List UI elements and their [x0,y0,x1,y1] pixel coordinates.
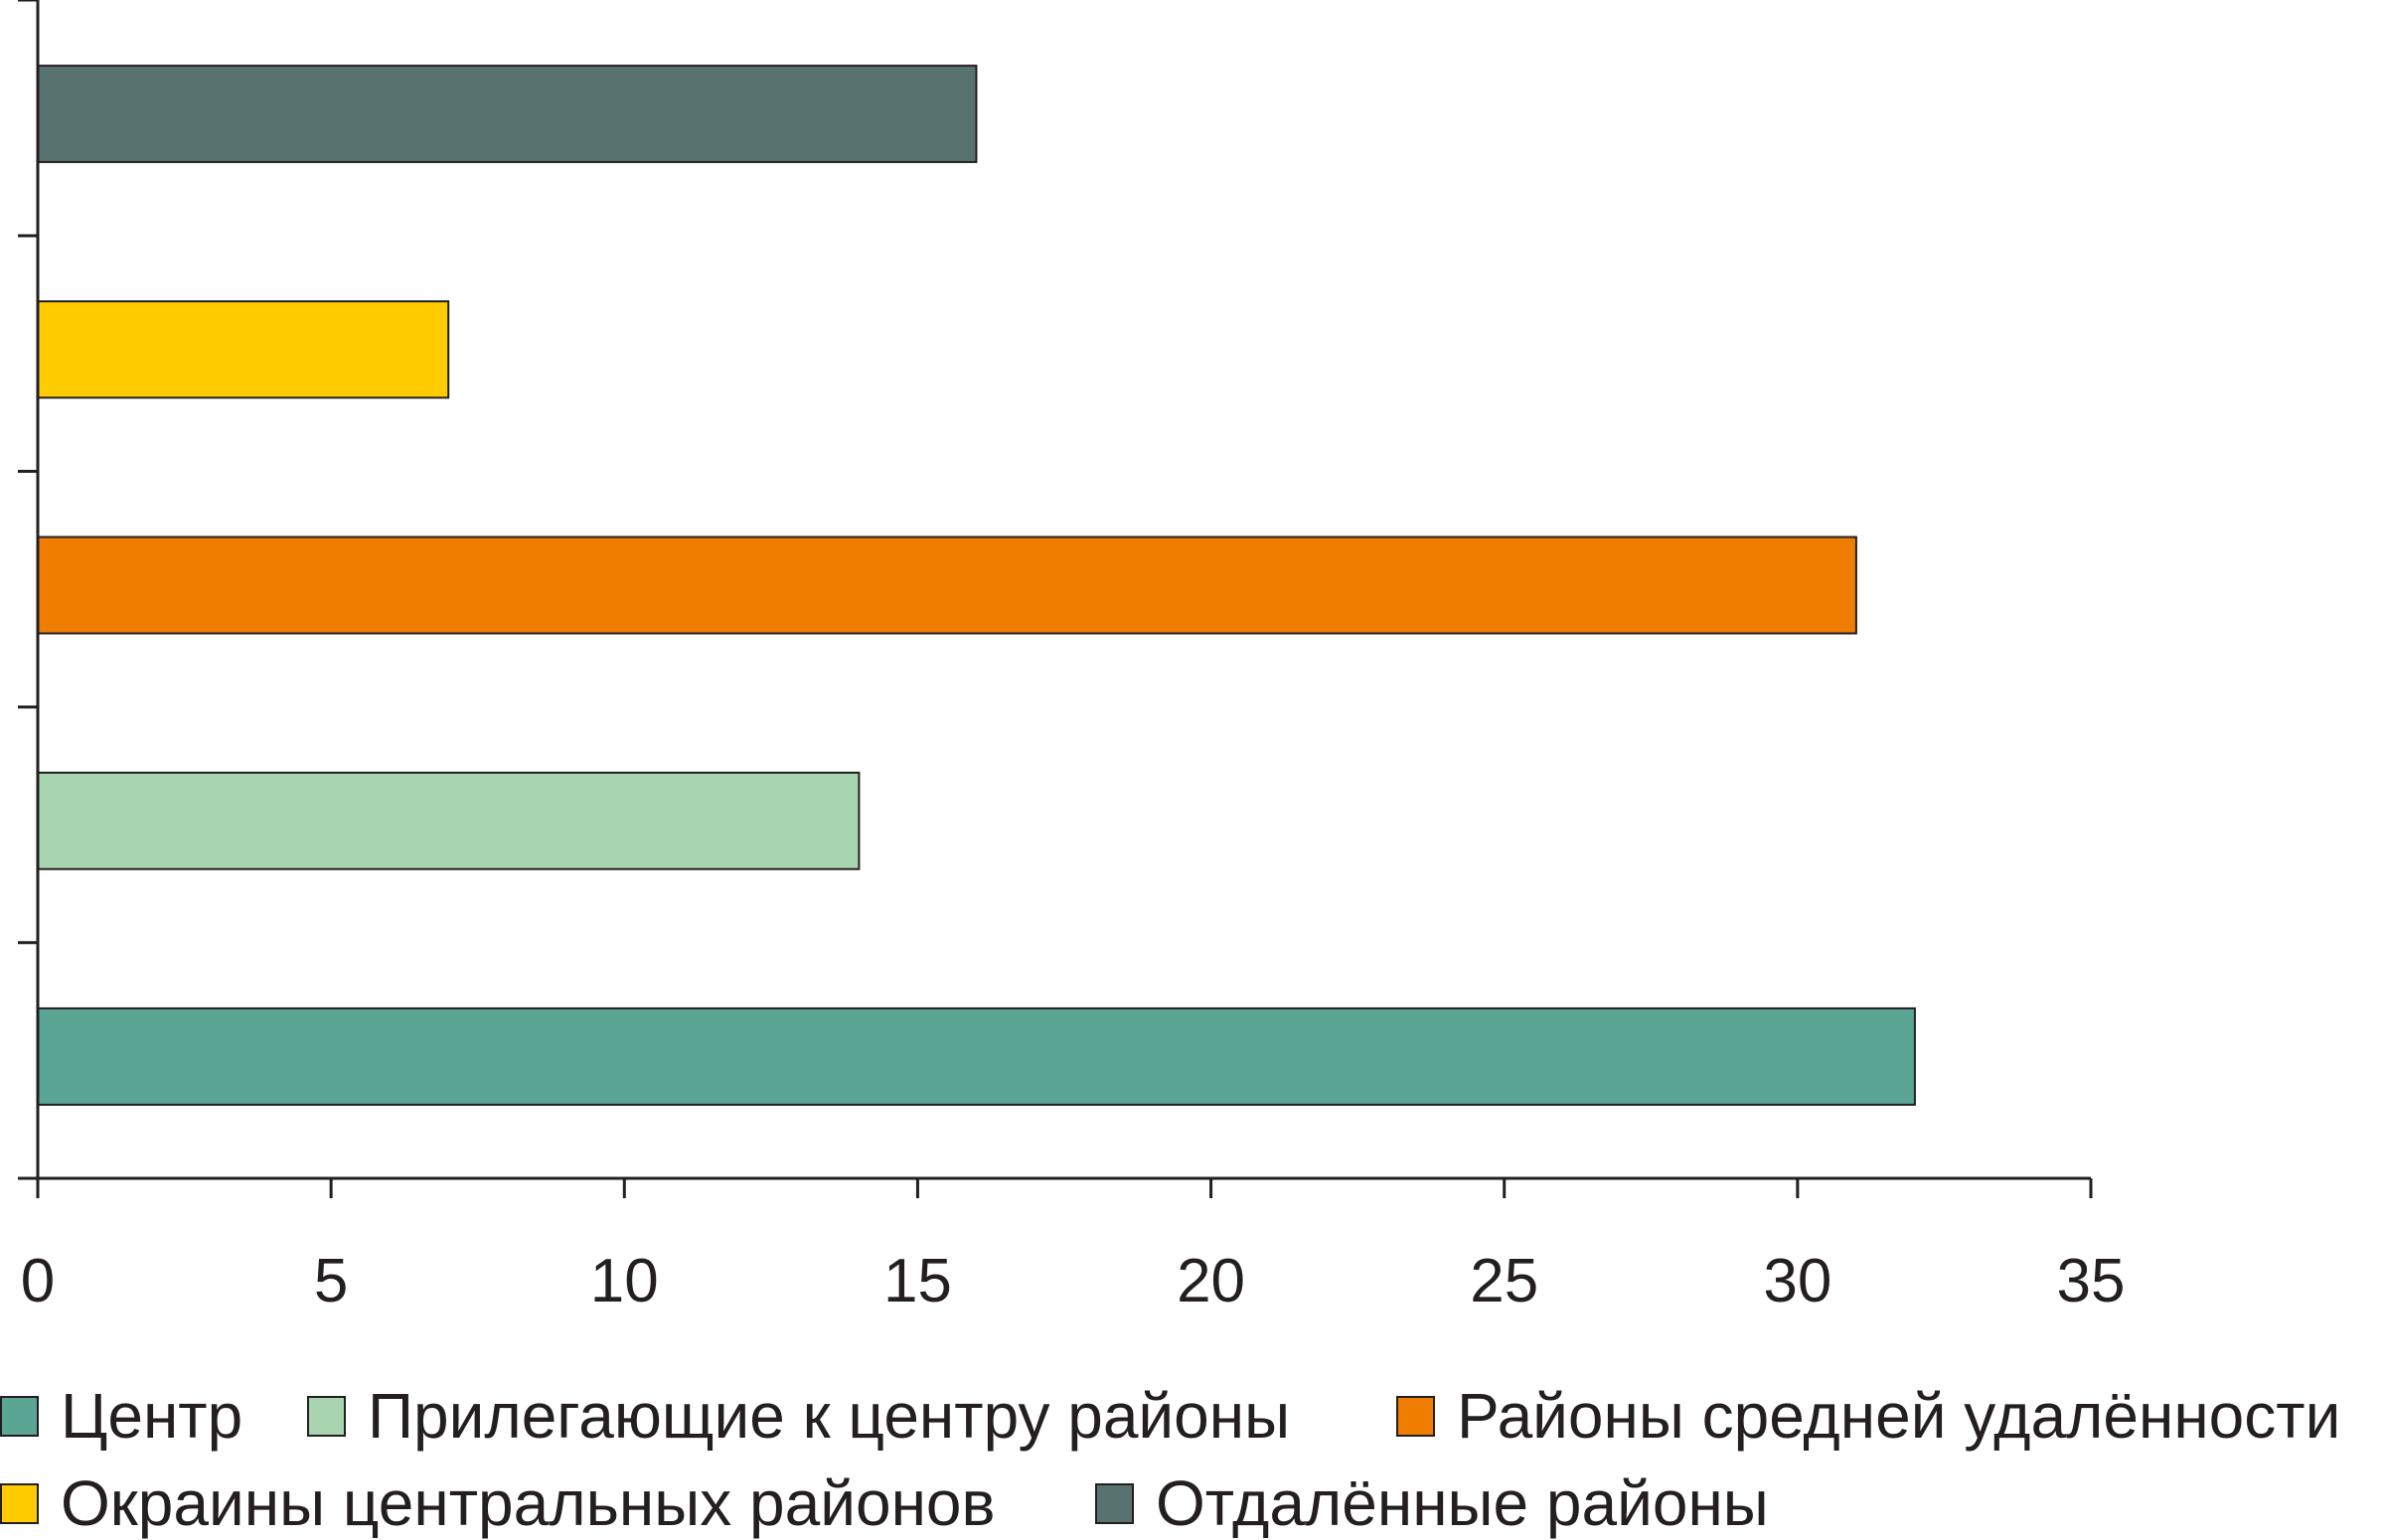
legend-label: Центр [61,1380,243,1452]
legend-label: Отдалённые районы [1156,1467,1769,1539]
legend-item-adjacent: Прилегающие к центру районы [307,1379,1290,1453]
legend-item-outskirts: Окраины центральных районов [0,1466,996,1540]
legend-swatch [1396,1395,1435,1437]
bar-5 [37,65,978,164]
legend-label: Прилегающие к центру районы [368,1380,1291,1452]
legend-item-middle: Районы средней удалённости [1396,1379,2340,1453]
bar-4 [37,300,450,399]
legend-swatch [0,1482,39,1524]
bar-2 [37,771,861,870]
x-tick-label: 10 [590,1247,659,1315]
legend-item-center: Центр [0,1379,242,1453]
legend-swatch [0,1395,39,1437]
bar-1 [37,1006,1916,1106]
x-tick-label: 30 [1763,1247,1831,1315]
legend-item-remote: Отдалённые районы [1095,1466,1769,1540]
legend-label: Окраины центральных районов [61,1467,996,1539]
legend-label: Районы средней удалённости [1457,1380,2341,1452]
legend-swatch [307,1395,346,1437]
x-tick-label: 35 [2057,1247,2126,1315]
x-tick-label: 20 [1177,1247,1245,1315]
x-tick-label: 0 [21,1247,55,1315]
x-tick-label: 25 [1470,1247,1538,1315]
bar-3 [37,536,1857,635]
x-tick-label: 15 [883,1247,952,1315]
x-tick-label: 5 [314,1247,348,1315]
legend-swatch [1095,1482,1134,1524]
